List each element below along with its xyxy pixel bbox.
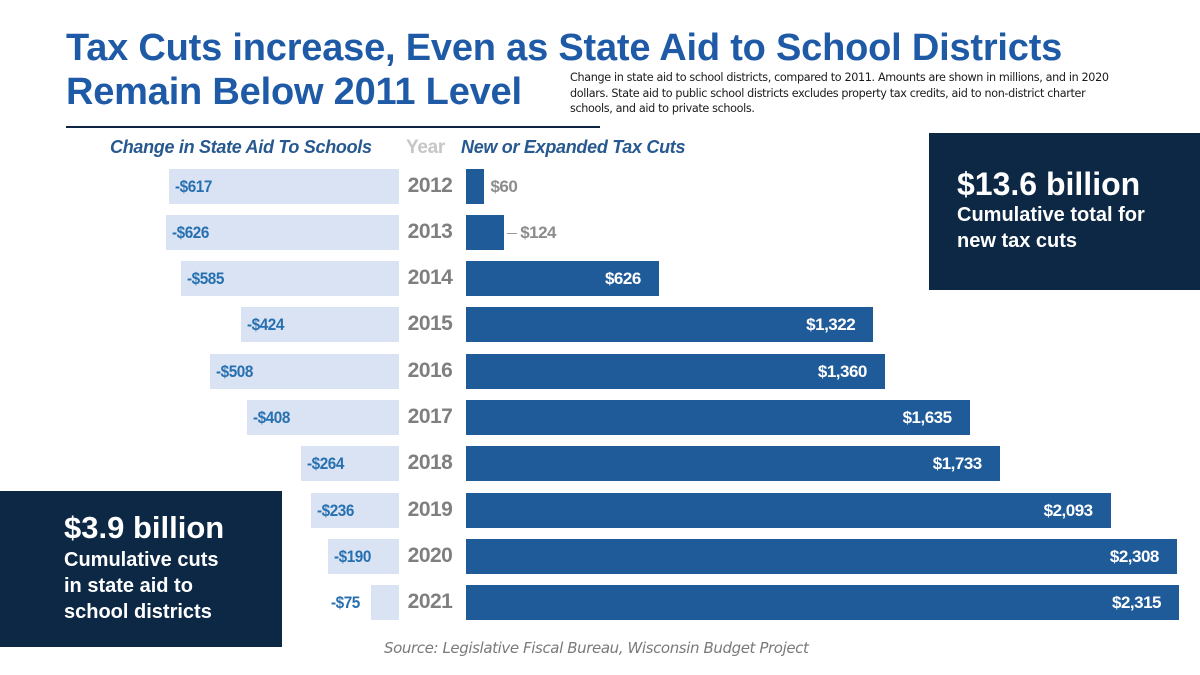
title-divider <box>66 126 600 128</box>
aid-change-bar <box>169 169 399 204</box>
year-column-header: Year <box>406 137 445 158</box>
tax-cut-label-leader <box>507 233 518 234</box>
aid-change-label: -$236 <box>317 501 355 520</box>
tax-cut-bar <box>466 307 874 342</box>
aid-cuts-total-line-2: in state aid to <box>64 575 193 597</box>
aid-change-label: -$75 <box>331 593 360 612</box>
aid-cuts-total-amount: $3.9 billion <box>64 510 225 545</box>
tax-cuts-total-line-2: new tax cuts <box>957 230 1078 252</box>
tax-cut-label: $1,322 <box>806 315 856 334</box>
tax-cut-bar <box>466 261 659 296</box>
tax-cut-bar <box>466 446 1000 481</box>
tax-cut-label: $60 <box>490 177 518 196</box>
year-label: 2012 <box>407 174 453 197</box>
year-label: 2018 <box>407 451 453 474</box>
chart-subtitle: Change in state aid to school districts,… <box>570 71 1109 115</box>
aid-change-bar <box>166 215 399 250</box>
aid-change-bar <box>300 446 399 481</box>
tax-cut-bar <box>466 400 970 435</box>
tax-cut-label: $1,360 <box>817 362 867 381</box>
chart-title-line-2: Remain Below 2011 Level <box>66 71 522 113</box>
aid-change-label: -$408 <box>253 408 291 427</box>
tax-cut-label: $2,315 <box>1112 593 1162 612</box>
tax-cut-label: $124 <box>520 223 557 242</box>
year-label: 2020 <box>407 544 453 567</box>
tax-cut-label: $2,093 <box>1043 501 1093 520</box>
aid-change-bar <box>181 261 399 296</box>
aid-change-label: -$617 <box>175 177 213 196</box>
tax-cut-bar <box>466 354 885 389</box>
tax-cut-bar <box>466 539 1177 574</box>
aid-change-bar <box>241 307 399 342</box>
aid-change-bar <box>311 493 399 528</box>
tax-cuts-total-line-1: Cumulative total for <box>957 204 1145 226</box>
source-note: Source: Legislative Fiscal Bureau, Wisco… <box>384 639 809 657</box>
year-label: 2016 <box>407 359 453 382</box>
year-label: 2015 <box>407 312 453 335</box>
aid-change-bar <box>247 400 399 435</box>
year-label: 2013 <box>407 220 453 243</box>
left-column-header: Change in State Aid To Schools <box>110 137 372 157</box>
aid-change-label: -$585 <box>187 269 225 288</box>
year-label: 2017 <box>407 405 453 428</box>
chart-title-line-1: Tax Cuts increase, Even as State Aid to … <box>66 27 1063 69</box>
aid-change-label: -$508 <box>216 362 253 381</box>
aid-change-label: -$626 <box>172 223 210 242</box>
tax-cut-bar <box>466 215 505 250</box>
tax-cuts-total-callout: $13.6 billion Cumulative total for new t… <box>929 133 1200 290</box>
aid-change-bar <box>210 354 399 389</box>
aid-change-label: -$424 <box>247 315 285 334</box>
tax-cuts-total-amount: $13.6 billion <box>957 166 1141 202</box>
tax-cut-bar <box>466 585 1180 620</box>
tax-cut-label: $1,733 <box>932 454 982 473</box>
tax-cut-bar <box>466 493 1111 528</box>
aid-change-bar <box>371 585 399 620</box>
aid-change-label: -$264 <box>306 454 344 473</box>
aid-cuts-total-line-3: school districts <box>64 601 212 623</box>
tax-cut-label: $2,308 <box>1109 547 1159 566</box>
year-label: 2019 <box>407 498 453 521</box>
right-column-header: New or Expanded Tax Cuts <box>461 137 686 157</box>
year-label: 2021 <box>407 590 453 613</box>
chart-title: Tax Cuts increase, Even as State Aid to … <box>66 26 1062 114</box>
year-label: 2014 <box>407 266 453 289</box>
tax-cut-label: $1,635 <box>902 408 952 427</box>
tax-cut-label: $626 <box>604 269 641 288</box>
aid-cuts-total-line-1: Cumulative cuts <box>64 549 219 571</box>
tax-cut-bar <box>466 169 485 204</box>
aid-cuts-total-callout: $3.9 billion Cumulative cuts in state ai… <box>0 491 282 647</box>
aid-change-bar <box>328 539 399 574</box>
aid-change-label: -$190 <box>334 547 372 566</box>
